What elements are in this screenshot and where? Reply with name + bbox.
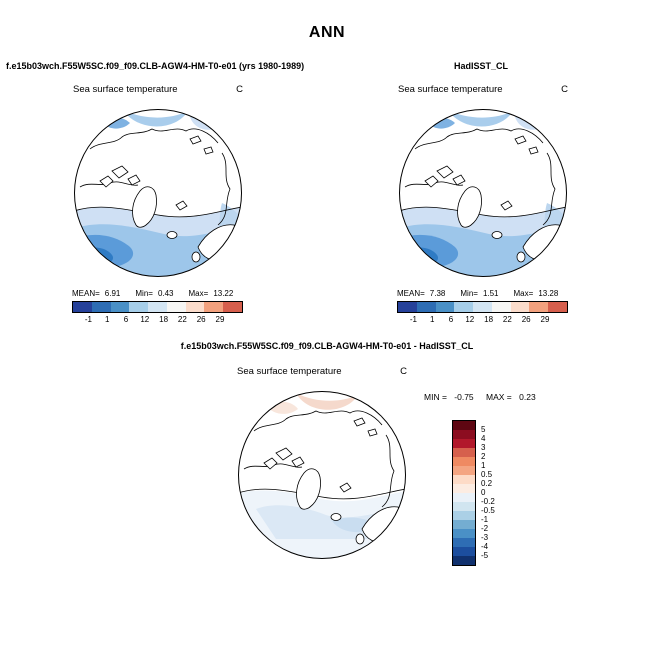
tick-label: 2 xyxy=(481,451,486,461)
tick-label: 26 xyxy=(521,315,531,324)
model-max-value: 13.22 xyxy=(213,289,234,298)
tick-label: 12 xyxy=(140,315,150,324)
tick-label: -1 xyxy=(481,514,489,524)
obs-max-label: Max= xyxy=(513,289,534,298)
tick-label: 6 xyxy=(448,315,454,324)
tick-label: 5 xyxy=(481,424,486,434)
model-mean-value: 6.91 xyxy=(104,289,121,298)
model-colorbar xyxy=(72,301,243,313)
diff-shading xyxy=(236,393,408,561)
tick-label: 3 xyxy=(481,442,486,452)
model-field-row: Sea surface temperature C xyxy=(70,84,246,95)
tick-label: -1 xyxy=(84,315,92,324)
map-boundary-circle xyxy=(399,109,567,277)
diff-field-label: Sea surface temperature xyxy=(237,366,342,377)
map-boundary-circle xyxy=(74,109,242,277)
tick-label: -5 xyxy=(481,550,489,560)
model-min-label: Min= xyxy=(135,289,153,298)
tick-label: -3 xyxy=(481,532,489,542)
tick-label: 18 xyxy=(484,315,494,324)
tick-label: 0.5 xyxy=(481,469,493,479)
obs-colorbar xyxy=(397,301,568,313)
tick-label: 22 xyxy=(177,315,187,324)
obs-stats-row: MEAN= 7.38 Min= 1.51 Max= 13.28 xyxy=(395,289,571,298)
tick-label: 4 xyxy=(481,433,486,443)
tick-label: 1 xyxy=(481,460,486,470)
obs-mean-value: 7.38 xyxy=(429,289,446,298)
tick-label: -1 xyxy=(409,315,417,324)
obs-polar-map xyxy=(397,109,569,279)
model-mean-label: MEAN= xyxy=(72,289,100,298)
obs-case-header: HadISST_CL xyxy=(453,61,508,71)
diff-colorbar-wrap: 5 4 3 2 1 0.5 0.2 0 -0.2 -0.5 -1 -2 -3 -… xyxy=(452,420,574,566)
obs-colorbar-ticks: -1 1 6 12 18 22 26 29 xyxy=(395,315,571,324)
diff-max-label: MAX = xyxy=(486,392,512,402)
tick-label: -0.5 xyxy=(481,505,495,515)
obs-mean-label: MEAN= xyxy=(397,289,425,298)
plot-title: ANN xyxy=(308,24,346,41)
obs-panel: Sea surface temperature C MEAN= 7.38 Min… xyxy=(395,84,571,324)
diff-case-header: f.e15b03wch.F55W5SC.f09_f09.CLB-AGW4-HM-… xyxy=(180,341,474,351)
map-boundary-circle xyxy=(238,391,406,559)
tick-label: 29 xyxy=(215,315,225,324)
tick-label: 0 xyxy=(481,487,486,497)
tick-label: 29 xyxy=(540,315,550,324)
tick-label: 1 xyxy=(104,315,110,324)
tick-label: 0.2 xyxy=(481,478,493,488)
diff-minmax-row: MIN = -0.75 MAX = 0.23 xyxy=(424,392,574,402)
model-colorbar-ticks: -1 1 6 12 18 22 26 29 xyxy=(70,315,246,324)
diff-colorbar xyxy=(452,420,476,566)
tick-label: -2 xyxy=(481,523,489,533)
obs-units-label: C xyxy=(561,84,568,95)
tick-label: 6 xyxy=(123,315,129,324)
model-panel: Sea surface temperature C MEAN= 6.91 Min… xyxy=(70,84,246,324)
diff-legend: MIN = -0.75 MAX = 0.23 5 4 3 2 1 0.5 0.2… xyxy=(424,392,574,566)
diff-min-label: MIN = xyxy=(424,392,447,402)
diff-units-label: C xyxy=(400,366,407,377)
model-case-header: f.e15b03wch.F55W5SC.f09_f09.CLB-AGW4-HM-… xyxy=(6,61,305,71)
model-stats-row: MEAN= 6.91 Min= 0.43 Max= 13.22 xyxy=(70,289,246,298)
tick-label: 12 xyxy=(465,315,475,324)
diff-colorbar-labels: 5 4 3 2 1 0.5 0.2 0 -0.2 -0.5 -1 -2 -3 -… xyxy=(481,425,495,567)
obs-field-label: Sea surface temperature xyxy=(398,84,503,95)
model-field-label: Sea surface temperature xyxy=(73,84,178,95)
diff-min-value: -0.75 xyxy=(454,392,474,402)
obs-min-value: 1.51 xyxy=(482,289,499,298)
model-min-value: 0.43 xyxy=(157,289,174,298)
diff-panel: Sea surface temperature C xyxy=(234,366,410,561)
model-polar-map xyxy=(72,109,244,279)
obs-field-row: Sea surface temperature C xyxy=(395,84,571,95)
diff-polar-map xyxy=(236,391,408,561)
model-max-label: Max= xyxy=(188,289,209,298)
model-units-label: C xyxy=(236,84,243,95)
diff-max-value: 0.23 xyxy=(519,392,536,402)
tick-label: 22 xyxy=(502,315,512,324)
tick-label: -4 xyxy=(481,541,489,551)
diff-field-row: Sea surface temperature C xyxy=(234,366,410,377)
obs-min-label: Min= xyxy=(460,289,478,298)
tick-label: 18 xyxy=(159,315,169,324)
tick-label: -0.2 xyxy=(481,496,495,506)
tick-label: 26 xyxy=(196,315,206,324)
tick-label: 1 xyxy=(429,315,435,324)
obs-max-value: 13.28 xyxy=(538,289,559,298)
